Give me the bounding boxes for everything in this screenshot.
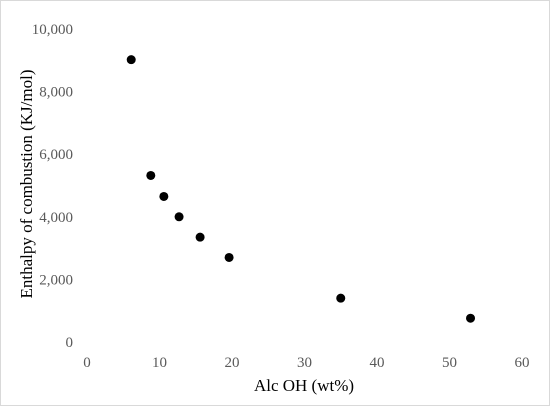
x-tick-label: 20 (225, 355, 240, 371)
x-tick-label: 30 (297, 355, 312, 371)
x-tick-label: 40 (370, 355, 385, 371)
data-point (174, 212, 184, 222)
x-axis-title: Alc OH (wt%) (254, 376, 354, 395)
x-tick-label: 60 (515, 355, 530, 371)
data-point (224, 252, 234, 262)
data-points (126, 55, 476, 323)
x-tick-labels: 0 10 20 30 40 50 60 (83, 355, 529, 371)
y-tick-label: 0 (66, 335, 74, 351)
y-tick-label: 10,000 (32, 22, 73, 38)
x-tick-label: 0 (83, 355, 91, 371)
y-tick-label: 6,000 (39, 147, 73, 163)
data-point (466, 313, 476, 323)
data-point (336, 293, 346, 303)
y-tick-labels: 0 2,000 4,000 6,000 8,000 10,000 (32, 22, 73, 351)
data-point (126, 55, 136, 65)
y-tick-label: 2,000 (39, 272, 73, 288)
data-point (195, 232, 205, 242)
y-tick-label: 8,000 (39, 85, 73, 101)
y-tick-label: 4,000 (39, 210, 73, 226)
data-point (159, 191, 169, 201)
x-tick-label: 10 (152, 355, 167, 371)
x-tick-label: 50 (442, 355, 457, 371)
y-axis-title: Enthalpy of combustion (KJ/mol) (17, 69, 36, 298)
data-point (146, 170, 156, 180)
